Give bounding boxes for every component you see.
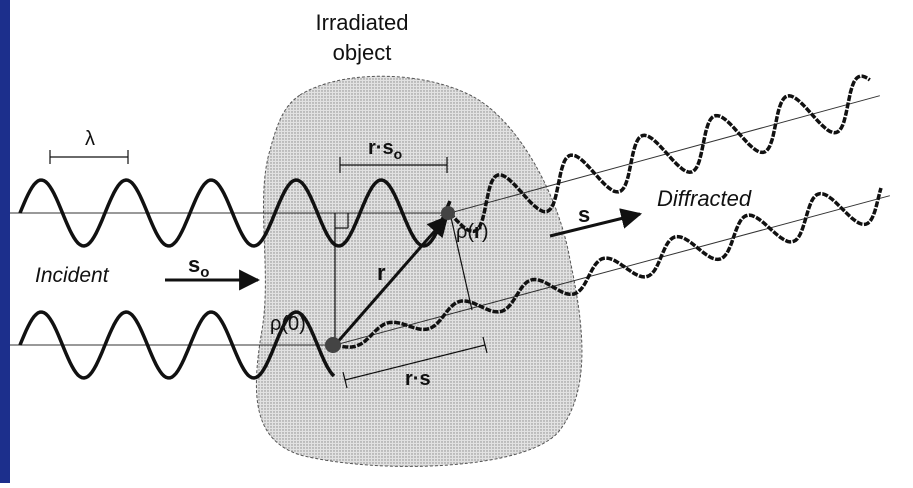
s-label: s — [578, 202, 590, 227]
waves — [10, 74, 890, 380]
irradiated-object — [255, 75, 583, 467]
r-vector — [333, 215, 449, 346]
label-bold: r — [474, 221, 482, 243]
wave-axis — [440, 95, 880, 217]
rhor-label: ρ(r) — [456, 221, 489, 243]
projection-line — [449, 212, 473, 311]
lambda-label: λ — [85, 128, 95, 150]
rs0-label: r·so — [368, 137, 402, 162]
label-end: ) — [482, 221, 489, 243]
frame-edge — [0, 0, 10, 483]
guides — [49, 150, 488, 389]
diffracted-wave — [334, 187, 883, 349]
s-arrow — [549, 208, 643, 238]
diffracted-label: Diffracted — [657, 186, 752, 211]
label-sub: o — [394, 146, 403, 162]
s0-label: so — [188, 252, 209, 281]
rho0-label: ρ(0) — [270, 313, 306, 335]
rs-bracket — [344, 344, 486, 381]
r-point — [441, 206, 455, 220]
rs-label: r·s — [405, 368, 431, 390]
label-sub: o — [200, 264, 209, 281]
label-main: s — [188, 252, 200, 277]
incident-label: Incident — [35, 264, 110, 287]
title-line: Irradiated — [316, 10, 409, 35]
label-main: ρ( — [456, 221, 474, 243]
title-line: object — [333, 40, 392, 65]
diffracted-wave — [448, 74, 871, 234]
wave-axis — [325, 195, 890, 349]
incident-wave — [18, 178, 452, 248]
origin-point — [325, 337, 341, 353]
label-main: r·s — [368, 137, 394, 159]
r-label: r — [377, 260, 386, 285]
incident-wave — [18, 310, 336, 380]
